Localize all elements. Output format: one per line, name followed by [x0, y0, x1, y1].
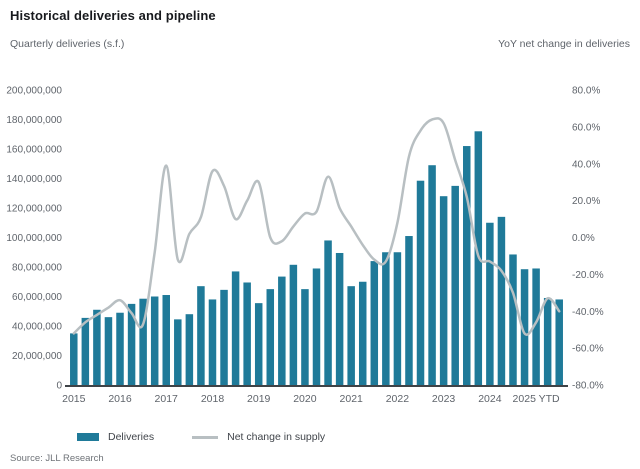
delivery-bar: [520, 269, 529, 385]
y-right-tick-label: -20.0%: [572, 270, 604, 281]
delivery-bar: [116, 312, 124, 385]
delivery-bar: [358, 281, 367, 385]
chart-title: Historical deliveries and pipeline: [10, 8, 216, 23]
x-year-label: 2015: [62, 393, 86, 405]
delivery-bar: [393, 252, 402, 385]
x-year-label: 2016: [108, 393, 132, 405]
delivery-bar: [93, 309, 101, 385]
delivery-bar: [139, 298, 147, 385]
y-right-tick-label: -60.0%: [572, 344, 604, 355]
legend: Deliveries Net change in supply: [77, 431, 363, 443]
delivery-bar: [301, 289, 309, 386]
x-year-label: 2018: [201, 393, 225, 405]
y-left-tick-label: 40,000,000: [12, 322, 62, 333]
x-year-label: 2019: [247, 393, 271, 405]
x-year-label: 2022: [386, 393, 410, 405]
delivery-bar: [497, 216, 506, 385]
y-right-tick-label: 0.0%: [572, 233, 595, 244]
delivery-bar: [70, 333, 78, 386]
y-left-tick-label: 120,000,000: [6, 204, 62, 215]
y-right-tick-label: 20.0%: [572, 196, 600, 207]
delivery-bar: [150, 296, 159, 385]
left-axis-title: Quarterly deliveries (s.f.): [10, 38, 125, 50]
delivery-bar: [486, 222, 494, 385]
delivery-bar: [174, 319, 182, 385]
delivery-bar: [197, 286, 205, 385]
delivery-bar: [324, 240, 332, 385]
delivery-bar: [382, 252, 390, 385]
deliveries-swatch: [77, 433, 99, 441]
legend-item-deliveries: Deliveries: [77, 431, 154, 443]
y-right-tick-label: 40.0%: [572, 159, 600, 170]
y-left-tick-label: 200,000,000: [6, 86, 62, 97]
delivery-bar: [243, 282, 251, 385]
delivery-bar: [185, 314, 194, 385]
delivery-bar: [532, 268, 540, 385]
y-left-tick-label: 60,000,000: [12, 292, 62, 303]
net-change-legend-label: Net change in supply: [227, 431, 326, 443]
net-change-swatch: [192, 435, 219, 439]
delivery-bar: [104, 317, 113, 385]
source-note: Source: JLL Research: [10, 453, 104, 464]
delivery-bar: [312, 268, 321, 385]
delivery-bar: [543, 297, 552, 385]
delivery-bar: [220, 289, 228, 385]
y-left-tick-label: 0: [56, 381, 62, 392]
deliveries-legend-label: Deliveries: [108, 431, 155, 443]
x-year-label: 2023: [432, 393, 456, 405]
delivery-bar: [405, 236, 413, 385]
y-right-tick-label: -40.0%: [572, 307, 604, 318]
delivery-bar: [555, 299, 563, 385]
delivery-bar: [335, 252, 344, 385]
delivery-bar: [208, 299, 217, 385]
delivery-bar: [370, 261, 379, 385]
delivery-bar: [509, 254, 517, 385]
delivery-bar: [162, 295, 170, 385]
x-year-label: 2024: [478, 393, 502, 405]
x-year-label: 2021: [340, 393, 364, 405]
delivery-bar: [266, 289, 275, 386]
x-year-label: 2020: [293, 393, 317, 405]
delivery-bar: [416, 180, 425, 385]
x-year-label: 2025 YTD: [513, 393, 561, 405]
y-left-tick-label: 180,000,000: [6, 115, 62, 126]
y-left-tick-label: 140,000,000: [6, 174, 62, 185]
y-left-tick-label: 100,000,000: [6, 233, 62, 244]
delivery-bar: [428, 165, 436, 385]
delivery-bar: [254, 303, 263, 385]
y-left-tick-label: 80,000,000: [12, 263, 62, 274]
y-left-tick-label: 160,000,000: [6, 145, 62, 156]
delivery-bar: [81, 317, 90, 385]
delivery-bar: [451, 185, 459, 386]
y-right-tick-label: 60.0%: [572, 122, 600, 133]
delivery-bar: [289, 264, 298, 385]
delivery-bar: [463, 146, 471, 385]
delivery-bar: [278, 276, 286, 385]
legend-item-net-change: Net change in supply: [192, 431, 325, 443]
delivery-bar: [231, 271, 240, 385]
supply-line: [72, 117, 561, 336]
delivery-bar: [347, 286, 355, 385]
right-axis-title: YoY net change in deliveries: [498, 38, 630, 50]
y-right-tick-label: -80.0%: [572, 381, 604, 392]
y-left-tick-label: 20,000,000: [12, 351, 62, 362]
delivery-bar: [127, 303, 136, 386]
delivery-bar: [439, 196, 448, 385]
x-year-label: 2017: [155, 393, 179, 405]
y-right-tick-label: 80.0%: [572, 86, 600, 97]
